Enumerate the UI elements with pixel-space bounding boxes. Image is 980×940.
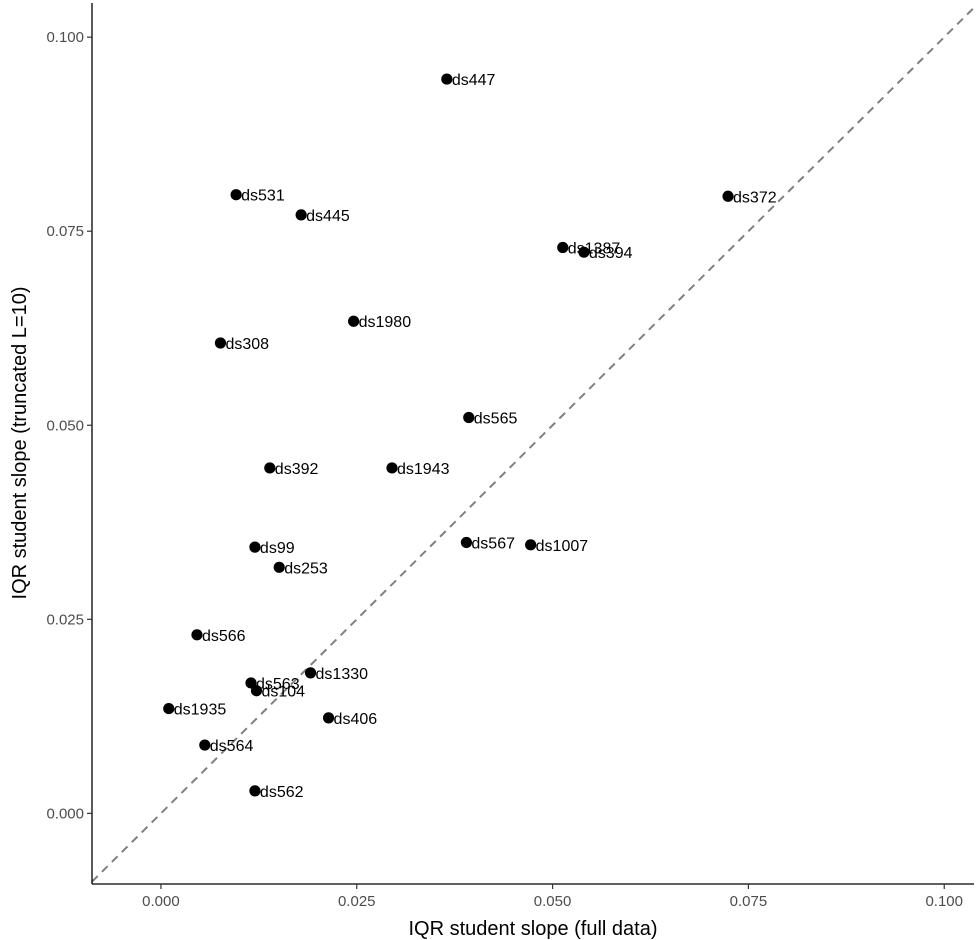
point-label: ds1935 — [174, 702, 227, 719]
point-label: ds1980 — [359, 314, 412, 331]
reference-line-layer — [91, 6, 975, 883]
data-point — [163, 702, 175, 715]
y-tick-label: 0.000 — [46, 805, 84, 822]
data-point — [322, 712, 335, 724]
y-tick-label: 0.050 — [46, 417, 84, 434]
point-label: ds308 — [225, 336, 269, 353]
reference-line — [91, 6, 975, 883]
x-tick-label: 0.075 — [730, 893, 768, 910]
x-ticks-layer: 0.000 0.025 0.050 0.075 0.100 — [142, 884, 963, 910]
data-point — [348, 315, 360, 327]
point-label: ds445 — [306, 208, 350, 225]
y-axis-title: IQR student slope (truncated L=10) — [9, 287, 31, 600]
data-point — [249, 541, 261, 553]
data-point — [557, 241, 569, 254]
point-label: ds1387 — [568, 241, 621, 258]
point-label: ds566 — [202, 628, 246, 645]
points-layer — [163, 73, 734, 797]
point-label: ds447 — [452, 72, 496, 89]
data-point — [578, 246, 590, 258]
data-point — [245, 677, 257, 689]
point-label: ds567 — [471, 535, 515, 552]
x-tick-label: 0.000 — [142, 893, 180, 910]
point-label: ds406 — [334, 711, 378, 728]
data-point — [304, 667, 317, 679]
point-label: ds1943 — [397, 461, 450, 478]
data-point — [199, 739, 211, 751]
data-point — [525, 539, 537, 551]
point-label: ds104 — [261, 684, 305, 701]
y-tick-label: 0.100 — [46, 29, 84, 46]
data-point — [264, 462, 276, 474]
point-label: ds253 — [284, 560, 328, 577]
point-label: ds1330 — [316, 666, 369, 683]
point-label: ds563 — [256, 676, 300, 693]
point-label: ds564 — [210, 738, 254, 755]
y-ticks-layer: 0.000 0.025 0.050 0.075 0.100 — [46, 29, 92, 822]
x-tick-label: 0.025 — [338, 893, 376, 910]
x-tick-label: 0.100 — [925, 893, 963, 910]
point-label: ds394 — [589, 245, 633, 262]
data-point — [230, 189, 242, 201]
data-point — [250, 685, 263, 697]
x-tick-label: 0.050 — [534, 893, 572, 910]
y-tick-label: 0.075 — [46, 223, 84, 240]
data-point — [722, 190, 734, 202]
point-label: ds565 — [474, 410, 518, 427]
data-point — [441, 73, 453, 85]
data-point — [460, 536, 473, 549]
point-label: ds372 — [733, 189, 777, 206]
point-label: ds531 — [241, 188, 285, 205]
data-point — [295, 209, 307, 221]
data-point — [191, 629, 203, 641]
data-point — [386, 462, 398, 474]
data-point — [249, 785, 261, 797]
axes-layer — [91, 3, 974, 885]
data-point — [273, 561, 285, 573]
data-point — [214, 337, 227, 349]
y-tick-label: 0.025 — [46, 611, 84, 628]
point-label: ds562 — [260, 784, 304, 801]
point-label: ds392 — [275, 461, 319, 478]
x-axis-title: IQR student slope (full data) — [408, 918, 657, 940]
point-label: ds1007 — [536, 538, 589, 555]
point-label: ds99 — [260, 540, 295, 557]
data-point — [463, 411, 475, 424]
